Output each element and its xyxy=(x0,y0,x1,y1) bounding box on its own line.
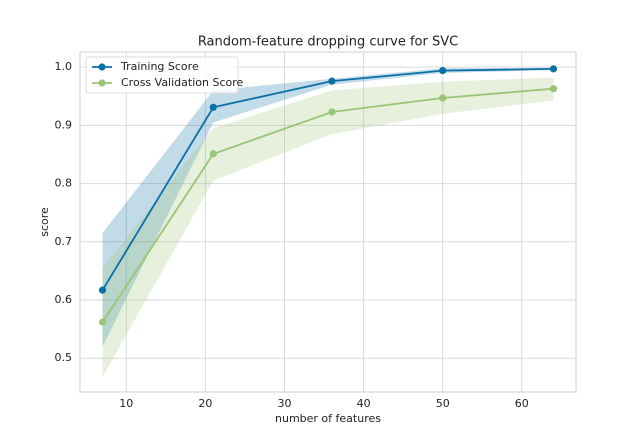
point xyxy=(328,108,336,116)
y-tick-label: 0.7 xyxy=(55,235,73,248)
point xyxy=(209,150,217,158)
x-tick-label: 20 xyxy=(198,397,212,410)
point xyxy=(98,286,107,294)
x-tick-label: 40 xyxy=(357,397,371,410)
x-tick-label: 50 xyxy=(436,397,450,410)
point xyxy=(98,318,107,326)
point xyxy=(439,67,447,75)
y-tick-label: 0.6 xyxy=(55,293,73,306)
chart-title: Random-feature dropping curve for SVC xyxy=(198,35,458,50)
point xyxy=(328,77,336,85)
legend-marker xyxy=(98,63,106,71)
y-tick-label: 0.8 xyxy=(55,177,73,190)
y-tick-label: 0.9 xyxy=(55,118,73,131)
y-axis-label: score xyxy=(38,207,51,237)
point xyxy=(549,85,558,93)
x-tick-label: 60 xyxy=(515,397,529,410)
plot-area xyxy=(79,51,577,393)
y-tick-label: 1.0 xyxy=(55,60,73,73)
point xyxy=(439,94,447,102)
x-tick-label: 30 xyxy=(277,397,291,410)
point xyxy=(549,65,558,73)
y-tick-label: 0.5 xyxy=(55,351,73,364)
legend-box xyxy=(85,56,239,94)
legend: Training Score Cross Validation Score xyxy=(85,56,244,94)
x-tick-label: 10 xyxy=(119,397,133,410)
point xyxy=(209,103,217,111)
x-axis-label: number of features xyxy=(275,412,381,425)
legend-label: Cross Validation Score xyxy=(121,76,244,89)
legend-marker xyxy=(98,79,106,87)
legend-label: Training Score xyxy=(120,60,199,73)
